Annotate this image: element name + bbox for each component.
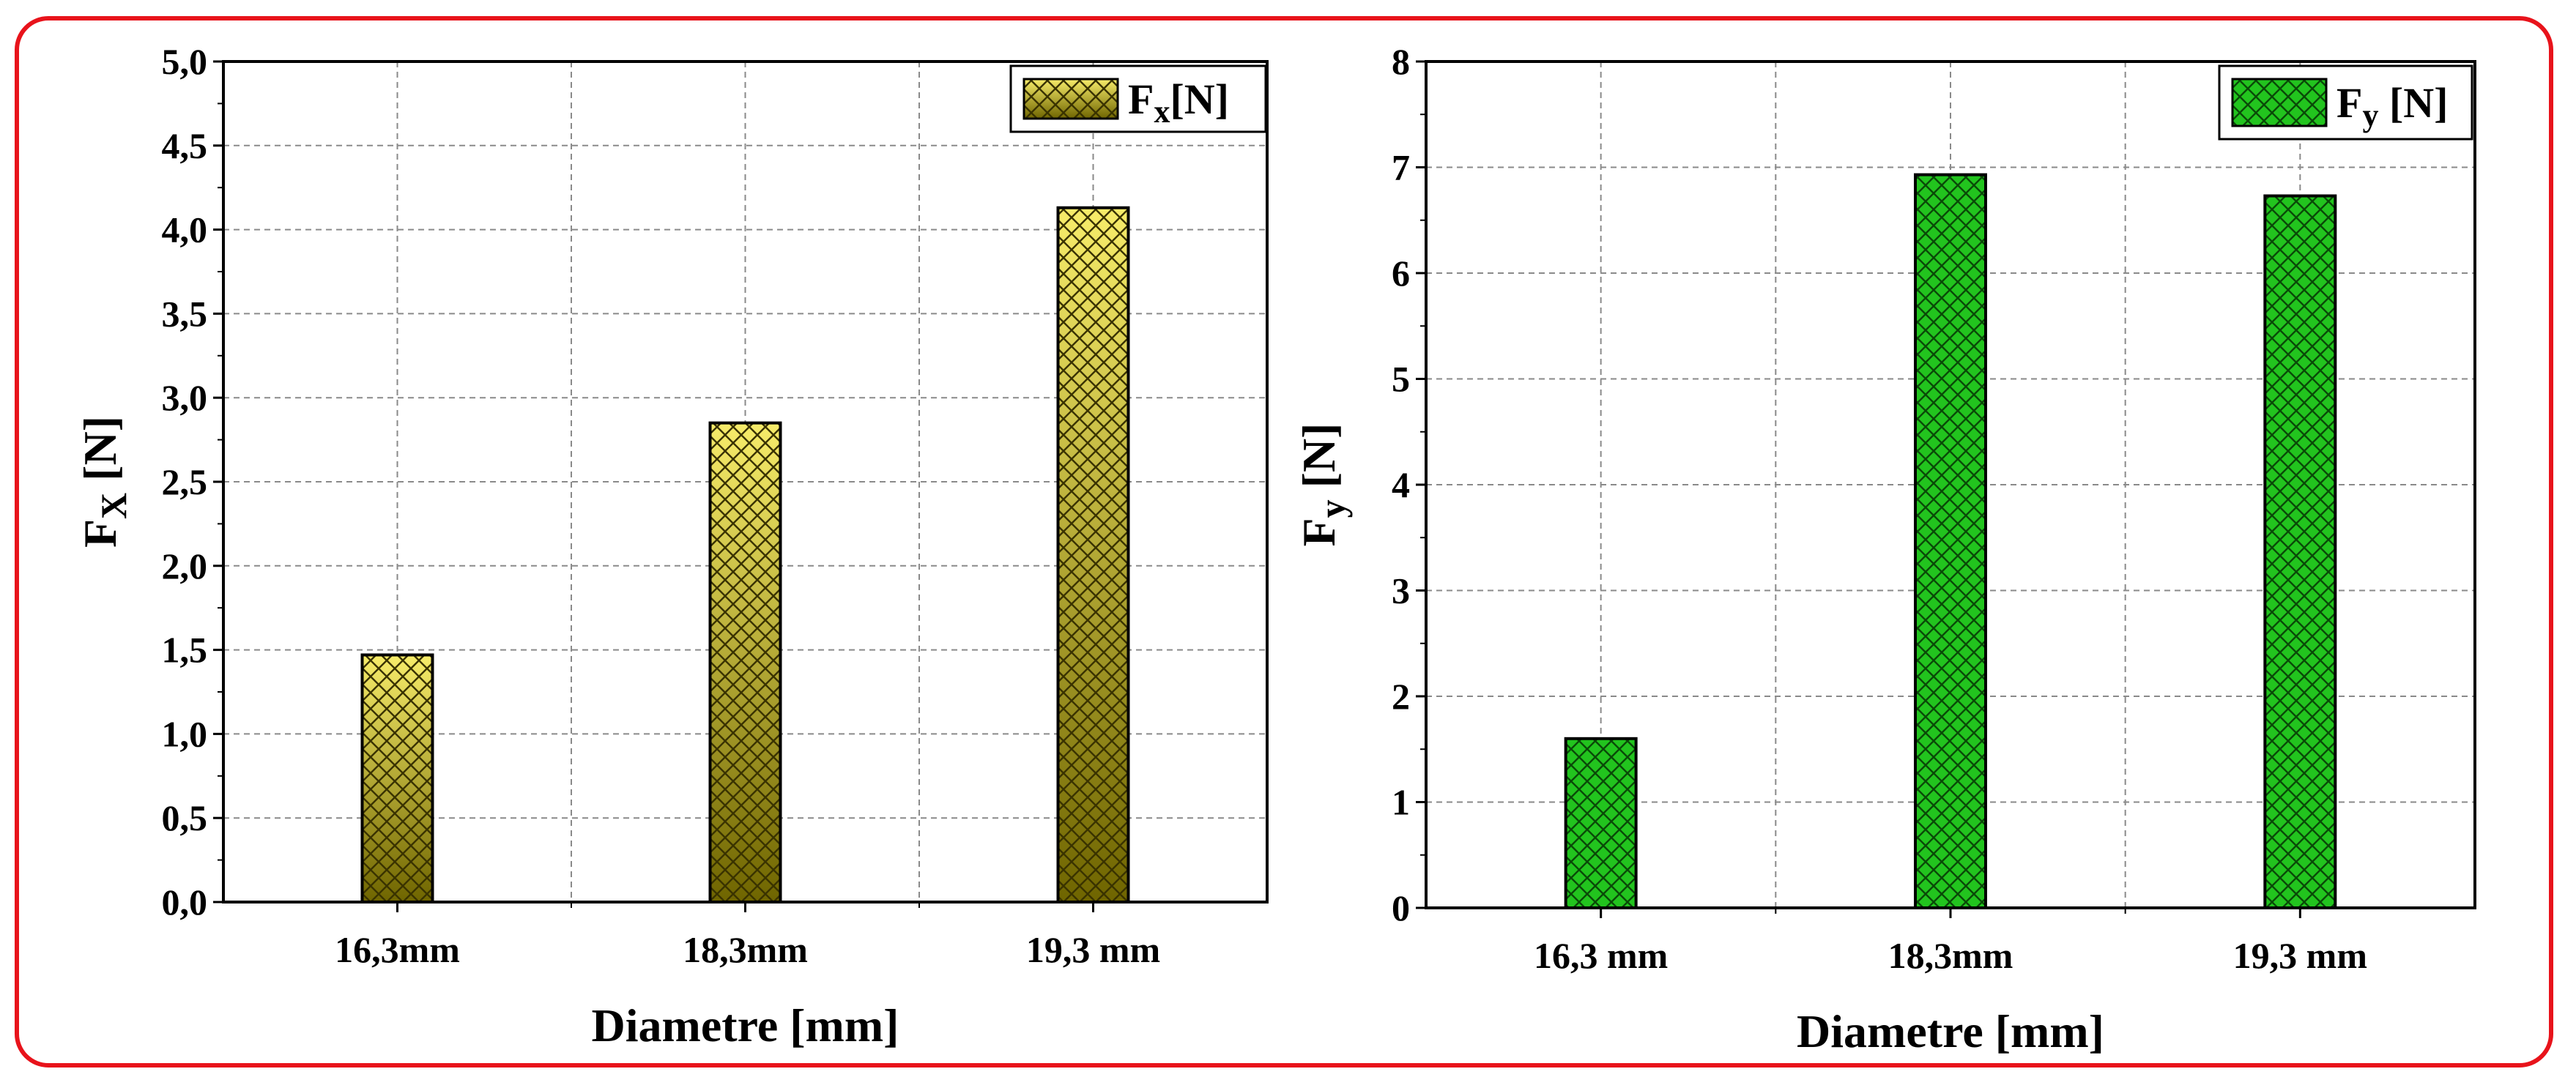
y-axis-label-sub: X: [93, 493, 134, 519]
x-tick-label: 19,3 mm: [1026, 929, 1160, 970]
y-tick-label: 1,0: [162, 713, 208, 754]
y-tick-label: 3,5: [162, 293, 208, 334]
y-tick-label: 3,0: [162, 377, 208, 418]
chart-panel-1: 0,0 0,5 1,0 1,5 2,0 2,5 3,0 3,5 4,0 4,5 5,0 16,3mm 1…: [74, 41, 1269, 1051]
y-tick-label: 2,0: [162, 545, 208, 586]
legend-label-unit: [N]: [1170, 75, 1229, 123]
bar: [1914, 173, 1987, 910]
legend-swatch: [1022, 78, 1119, 120]
y-tick-label: 0,0: [162, 882, 208, 923]
y-tick-label: 6: [1392, 253, 1410, 294]
x-axis-label: Diametre [mm]: [592, 999, 899, 1051]
y-tick-label: 0,5: [162, 797, 208, 838]
legend-label-unit: [N]: [2378, 79, 2448, 127]
bar: [1564, 737, 1638, 909]
y-tick-label: 7: [1392, 147, 1410, 188]
bar: [360, 653, 434, 903]
y-axis-label-main: F: [1293, 518, 1345, 546]
plot-frame: [222, 60, 1269, 903]
legend-label-main: F: [2336, 79, 2362, 127]
y-tick-label: 4: [1392, 464, 1410, 505]
x-tick-label: 19,3 mm: [2233, 935, 2367, 976]
bar: [2263, 194, 2337, 909]
x-tick-label: 16,3mm: [335, 929, 460, 970]
x-tick-label: 18,3mm: [1888, 935, 2013, 976]
y-tick-label: 0: [1392, 887, 1410, 928]
legend-label: Fx[N]: [1128, 75, 1229, 130]
y-tick-label: 1: [1392, 782, 1410, 823]
x-tick-label: 16,3 mm: [1534, 935, 1668, 976]
y-axis-label: FX [N]: [74, 416, 134, 548]
y-tick-label: 2,5: [162, 461, 208, 502]
y-tick-label: 4,5: [162, 125, 208, 166]
y-axis-label-sub: y: [1312, 499, 1353, 518]
y-tick-label: 2: [1392, 676, 1410, 717]
y-axis-label-unit: [N]: [1293, 423, 1345, 500]
chart-panel-2: 0 1 2 3 4 5 6 7 8 16,3 mm 18,3mm 19,3 mm Diametre [m…: [1293, 41, 2476, 1057]
y-tick-label: 5,0: [162, 41, 208, 82]
legend-label-sub: x: [1154, 94, 1170, 130]
y-tick-label: 1,5: [162, 630, 208, 671]
y-tick-label: 3: [1392, 570, 1410, 611]
legend-label: Fy [N]: [2336, 79, 2448, 133]
legend-swatch: [2231, 78, 2328, 127]
y-tick-label: 8: [1392, 41, 1410, 82]
bar: [1056, 206, 1130, 903]
y-axis-label-main: F: [74, 519, 126, 548]
y-tick-label: 4,0: [162, 209, 208, 250]
legend-label-sub: y: [2362, 97, 2378, 133]
y-tick-label: 5: [1392, 359, 1410, 400]
y-axis-label: Fy [N]: [1293, 423, 1353, 547]
bar: [708, 421, 782, 903]
x-axis-label: Diametre [mm]: [1797, 1005, 2104, 1057]
legend-label-main: F: [1128, 75, 1154, 123]
x-tick-label: 18,3mm: [683, 929, 808, 970]
plot-frame: [1425, 60, 2476, 909]
red-rounded-frame: [15, 16, 2553, 1067]
y-axis-label-unit: [N]: [74, 416, 126, 493]
